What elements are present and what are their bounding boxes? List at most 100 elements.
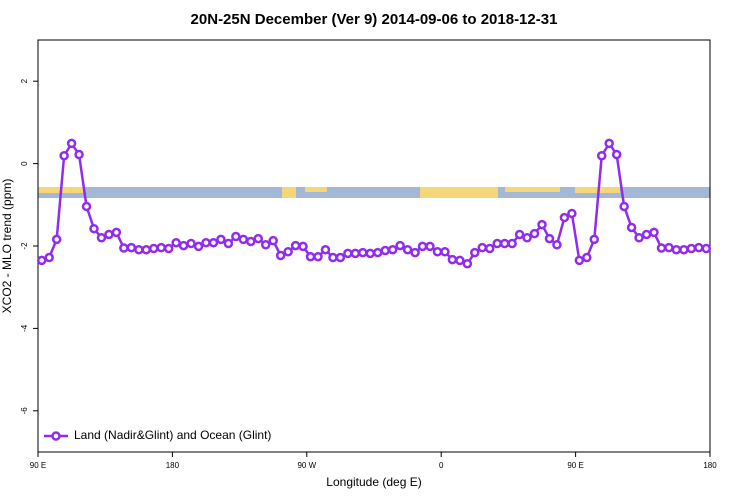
- data-point: [119, 243, 129, 253]
- data-point: [350, 248, 361, 259]
- data-point: [156, 242, 166, 253]
- data-point: [387, 244, 398, 255]
- data-point: [477, 242, 488, 253]
- data-point: [365, 248, 376, 259]
- data-point: [432, 247, 443, 257]
- x-tick-label: 0: [439, 461, 444, 470]
- data-point: [193, 241, 204, 252]
- data-point: [529, 228, 540, 239]
- land-patch: [305, 187, 327, 192]
- data-point: [358, 247, 368, 258]
- data-point: [380, 245, 390, 256]
- data-point: [470, 247, 480, 258]
- x-tick-label: 180: [166, 461, 180, 470]
- data-point: [544, 233, 555, 244]
- data-point: [328, 252, 338, 263]
- data-point: [268, 235, 278, 246]
- y-axis-label: XCO2 - MLO trend (ppm): [0, 179, 14, 314]
- data-point: [626, 222, 637, 233]
- data-point: [656, 243, 667, 253]
- data-point: [126, 242, 137, 253]
- data-point: [260, 240, 271, 250]
- land-patch: [282, 187, 296, 198]
- data-point: [343, 248, 353, 259]
- data-point: [701, 243, 712, 254]
- data-point: [671, 244, 682, 255]
- x-tick-label: 90 E: [30, 461, 46, 470]
- map-strip: [38, 187, 710, 198]
- y-tick-label: -6: [20, 407, 29, 415]
- data-point: [66, 138, 77, 149]
- data-point: [208, 237, 219, 248]
- data-point: [425, 241, 435, 252]
- data-point: [596, 151, 607, 161]
- data-point: [567, 208, 577, 219]
- data-point: [141, 244, 152, 255]
- data-point: [679, 244, 689, 255]
- data-point: [36, 255, 47, 266]
- data-point: [402, 244, 413, 255]
- data-point: [335, 252, 346, 263]
- chart-title: 20N-25N December (Ver 9) 2014-09-06 to 2…: [191, 11, 558, 28]
- data-point: [238, 234, 249, 245]
- data-point: [484, 243, 495, 254]
- data-point: [522, 233, 532, 243]
- data-point: [104, 229, 114, 240]
- data-point: [74, 149, 84, 160]
- data-point: [178, 240, 189, 251]
- data-point: [320, 244, 331, 255]
- data-point: [440, 247, 450, 257]
- data-point: [283, 247, 293, 257]
- data-point: [201, 237, 211, 248]
- data-point: [492, 238, 502, 249]
- data-point: [611, 149, 622, 160]
- data-point: [44, 252, 54, 263]
- data-point: [231, 231, 241, 242]
- data-point: [96, 233, 107, 243]
- data-point: [305, 251, 316, 262]
- data-point: [395, 240, 405, 251]
- data-point: [59, 151, 69, 161]
- data-point: [604, 138, 614, 149]
- data-point: [186, 238, 196, 249]
- data-point: [559, 212, 570, 223]
- data-point: [111, 227, 122, 238]
- data-point: [664, 242, 674, 253]
- data-point: [499, 238, 510, 249]
- data-point: [171, 237, 181, 248]
- data-point: [298, 241, 308, 252]
- data-point: [649, 227, 659, 238]
- data-point: [589, 234, 600, 245]
- data-point: [455, 255, 465, 266]
- data-point: [686, 243, 697, 254]
- data-point: [537, 219, 547, 230]
- data-point: [694, 242, 704, 253]
- data-point: [514, 229, 525, 240]
- data-point: [148, 243, 159, 254]
- data-point: [507, 238, 517, 249]
- y-tick-label: 0: [20, 161, 29, 166]
- land-patch: [420, 187, 498, 198]
- data-point: [619, 201, 629, 212]
- data-point: [134, 244, 144, 255]
- data-point: [372, 247, 383, 258]
- data-point: [89, 223, 99, 234]
- data-point: [51, 234, 62, 245]
- data-point: [552, 240, 562, 250]
- data-point: [290, 240, 301, 251]
- data-point: [447, 254, 458, 265]
- data-point: [313, 251, 323, 262]
- y-tick-label: -2: [20, 242, 29, 250]
- data-point: [574, 255, 585, 266]
- data-point: [634, 233, 644, 243]
- legend-marker: [51, 431, 61, 441]
- data-point: [410, 247, 420, 258]
- y-tick-label: 2: [20, 78, 29, 83]
- data-point: [253, 233, 264, 244]
- data-point: [223, 238, 234, 249]
- data-point: [641, 229, 652, 240]
- data-point: [582, 252, 592, 263]
- ocean-band: [38, 187, 710, 198]
- x-tick-label: 90 W: [297, 461, 316, 470]
